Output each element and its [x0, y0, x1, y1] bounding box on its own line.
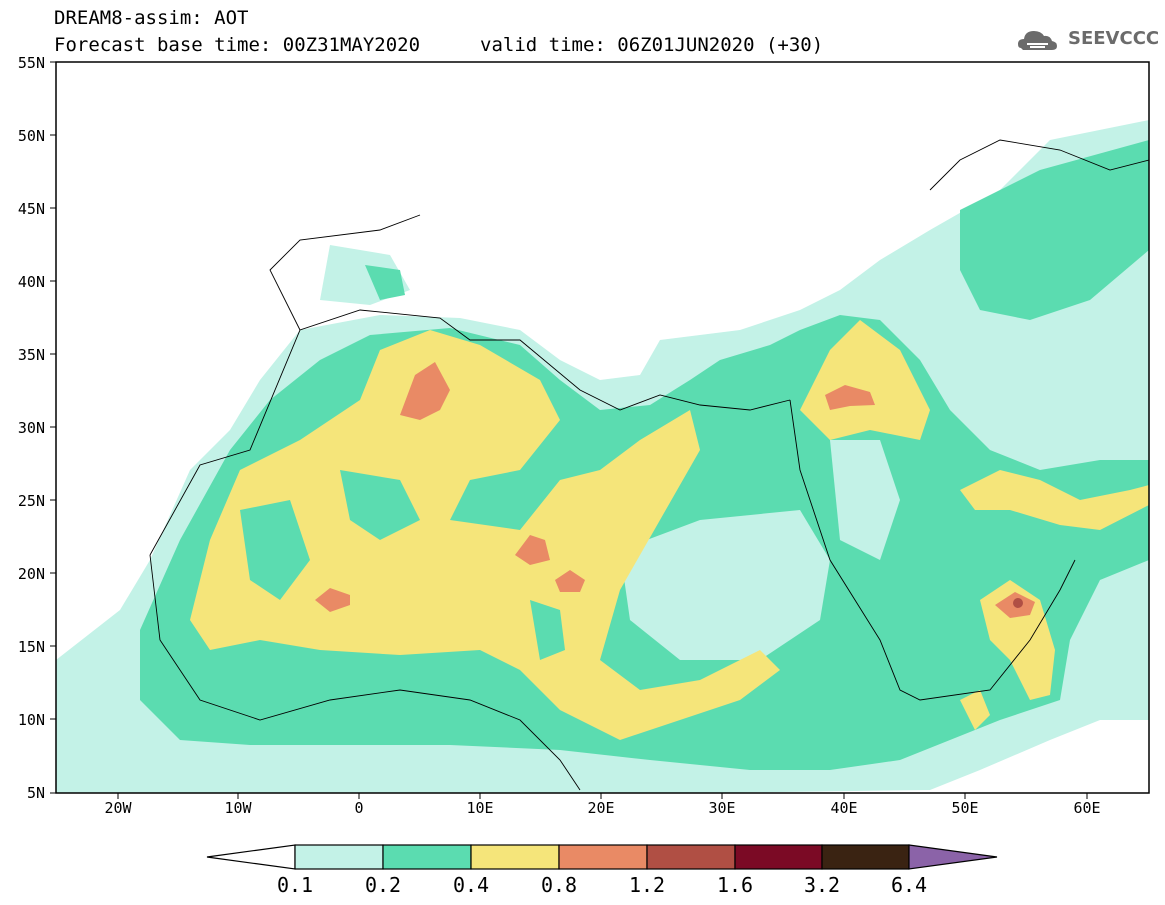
- colorbar-swatch: [470, 844, 560, 870]
- valid-time: valid time: 06Z01JUN2020 (+30): [480, 34, 824, 56]
- longitude-labels: 20W 10W 0 10E 20E 30E 40E 50E 60E: [104, 799, 1100, 817]
- map-title: DREAM8-assim: AOT: [54, 7, 249, 29]
- lon-label: 10E: [466, 799, 493, 817]
- colorbar-label: 3.2: [804, 873, 840, 897]
- colorbar-label: 1.2: [629, 873, 665, 897]
- lat-label: 25N: [18, 492, 45, 510]
- colorbar-swatch: [294, 844, 384, 870]
- lon-label: 60E: [1073, 799, 1100, 817]
- lon-label: 10W: [224, 799, 252, 817]
- aot-level-0-4: [190, 320, 1149, 740]
- colorbar-swatch: [821, 844, 910, 870]
- lat-label: 50N: [18, 127, 45, 145]
- lat-label: 40N: [18, 273, 45, 291]
- lon-label: 0: [354, 799, 363, 817]
- logo-text: SEEVCCC: [1068, 28, 1160, 49]
- colorbar-label: 0.8: [541, 873, 577, 897]
- colorbar-swatch: [734, 844, 823, 870]
- lat-label: 5N: [27, 784, 45, 802]
- lat-label: 20N: [18, 565, 45, 583]
- lon-label: 20W: [104, 799, 132, 817]
- colorbar-label: 0.2: [365, 873, 401, 897]
- colorbar-label: 0.1: [277, 873, 313, 897]
- lat-label: 35N: [18, 346, 45, 364]
- lat-label: 55N: [18, 54, 45, 72]
- aot-field: [56, 120, 1149, 793]
- cloud-icon: [1018, 31, 1057, 50]
- aot-level-1-2: [1013, 598, 1023, 608]
- colorbar-label: 0.4: [453, 873, 489, 897]
- colorbar-swatch: [558, 844, 648, 870]
- colorbar-labels: 0.1 0.2 0.4 0.8 1.2 1.6 3.2 6.4: [277, 873, 927, 897]
- lon-label: 50E: [951, 799, 978, 817]
- forecast-base-time: Forecast base time: 00Z31MAY2020: [54, 34, 421, 56]
- latitude-labels: 55N 50N 45N 40N 35N 30N 25N 20N 15N 10N …: [18, 54, 45, 802]
- colorbar-label: 1.6: [717, 873, 753, 897]
- colorbar-high-arrow: [908, 844, 998, 870]
- lon-label: 20E: [587, 799, 614, 817]
- lat-label: 45N: [18, 200, 45, 218]
- colorbar-label: 6.4: [891, 873, 927, 897]
- colorbar: [206, 844, 998, 870]
- colorbar-swatch: [646, 844, 736, 870]
- lat-label: 30N: [18, 419, 45, 437]
- coastlines: [149, 139, 1149, 791]
- lon-label: 30E: [708, 799, 735, 817]
- colorbar-low-arrow: [206, 844, 296, 870]
- aot-level-0-8: [315, 362, 1035, 618]
- lon-label: 40E: [830, 799, 857, 817]
- lat-label: 10N: [18, 711, 45, 729]
- colorbar-swatch: [382, 844, 472, 870]
- lat-label: 15N: [18, 638, 45, 656]
